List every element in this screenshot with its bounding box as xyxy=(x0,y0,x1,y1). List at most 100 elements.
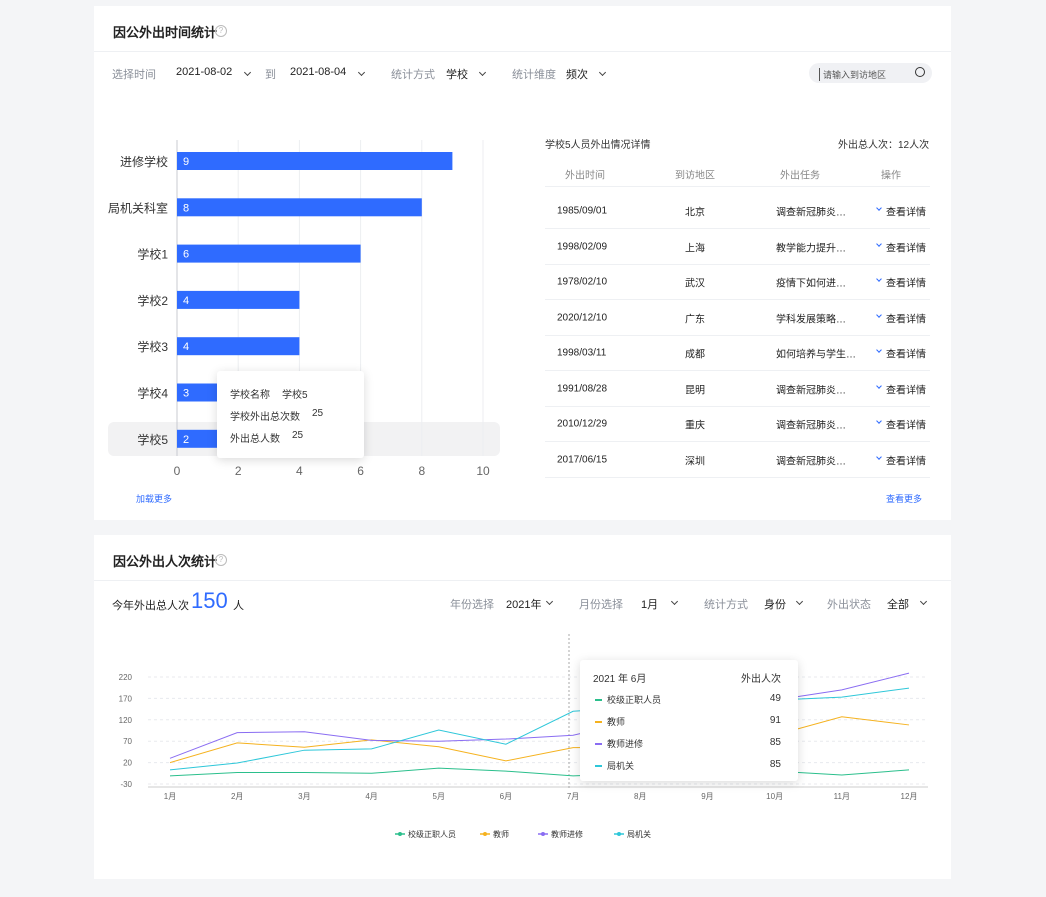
x-tick-label: 6 xyxy=(357,464,364,478)
action-link[interactable]: 查看详情 xyxy=(886,456,926,467)
y-tick-label: 170 xyxy=(119,694,133,703)
value-label: 8 xyxy=(183,202,189,214)
task-cell: 调查新冠肺炎… xyxy=(776,385,846,396)
y-tick-label: -30 xyxy=(120,780,132,789)
filter-value[interactable]: 2021年 xyxy=(506,599,542,611)
area-cell: 昆明 xyxy=(685,385,705,396)
total-value: 150 xyxy=(191,588,228,613)
filter-value[interactable]: 身份 xyxy=(764,599,786,611)
filter-value[interactable]: 频次 xyxy=(566,69,588,81)
y-tick-label: 120 xyxy=(119,716,133,725)
x-tick-label: 3月 xyxy=(298,792,310,801)
divider xyxy=(545,263,930,265)
y-tick-label: 局机关科室 xyxy=(108,200,168,215)
y-tick-label: 学校5 xyxy=(137,432,168,447)
tooltip-value: 学校5 xyxy=(282,390,308,401)
action-link[interactable]: 查看详情 xyxy=(886,207,926,219)
value-label: 4 xyxy=(183,341,189,353)
help-icon[interactable]: ? xyxy=(215,554,227,566)
line-tooltip: 2021 年 6月 外出人次 校级正职人员 49 教师 91 教师进修 85 局机关 85 xyxy=(580,660,798,781)
action-link[interactable]: 查看详情 xyxy=(886,420,926,432)
filter-value[interactable]: 1月 xyxy=(641,599,659,611)
y-tick-label: 20 xyxy=(123,759,132,768)
x-tick-label: 4 xyxy=(296,464,303,478)
tooltip-row: 学校外出总次数 25 xyxy=(230,408,323,423)
tooltip-value: 85 xyxy=(769,737,781,748)
area-cell: 成都 xyxy=(685,349,705,361)
tooltip-label: 教师 xyxy=(607,717,626,727)
filter-value[interactable]: 全部 xyxy=(887,599,909,611)
date-end[interactable]: 2021-08-04 xyxy=(290,66,347,78)
area-cell: 上海 xyxy=(685,243,705,254)
x-tick-label: 4月 xyxy=(365,792,377,801)
view-more[interactable]: 查看更多 xyxy=(886,494,923,504)
search-placeholder: 请输入到访地区 xyxy=(819,68,886,81)
x-tick-label: 2 xyxy=(235,464,242,478)
action-link[interactable]: 查看详情 xyxy=(886,278,926,290)
divider xyxy=(545,476,930,478)
task-cell: 调查新冠肺炎… xyxy=(776,207,846,219)
line-series xyxy=(169,716,910,764)
action-link[interactable]: 查看详情 xyxy=(886,385,926,396)
task-cell: 教学能力提升… xyxy=(776,243,846,254)
filter-label: 外出状态 xyxy=(827,599,871,611)
task-cell: 如何培养与学生… xyxy=(776,349,856,361)
y-tick-label: 学校2 xyxy=(137,293,168,308)
date-cell: 1998/03/11 xyxy=(557,347,607,359)
search-box[interactable]: 请输入到访地区 xyxy=(809,63,932,83)
column-header: 到访地区 xyxy=(675,170,715,182)
date-cell: 2017/06/15 xyxy=(557,454,608,465)
divider xyxy=(545,334,930,336)
table-total: 外出总人次：12人次 xyxy=(838,140,930,151)
table-title: 学校5人员外出情况详情 xyxy=(545,140,651,151)
legend-label: 教师进修 xyxy=(551,829,583,839)
divider xyxy=(545,441,930,442)
value-label: 9 xyxy=(183,156,189,168)
x-tick-label: 0 xyxy=(174,464,181,478)
load-more[interactable]: 加载更多 xyxy=(136,494,173,504)
value-label: 3 xyxy=(183,388,189,400)
date-start[interactable]: 2021-08-02 xyxy=(176,66,233,78)
total-label: 今年外出总人次 xyxy=(112,600,189,612)
action-link[interactable]: 查看详情 xyxy=(886,314,926,325)
line-series xyxy=(169,767,910,777)
separator: 到 xyxy=(265,69,276,81)
divider xyxy=(545,370,930,371)
date-cell: 2010/12/29 xyxy=(557,418,608,430)
date-cell: 1985/09/01 xyxy=(557,205,608,217)
x-tick-label: 6月 xyxy=(500,792,512,801)
tooltip-label: 学校名称 xyxy=(230,390,270,401)
tooltip-marker xyxy=(595,699,602,701)
x-tick-label: 10 xyxy=(476,464,490,478)
total-unit: 人 xyxy=(233,600,244,612)
legend-marker xyxy=(483,832,487,836)
legend-marker xyxy=(398,832,402,836)
search-icon xyxy=(915,67,925,77)
tooltip-value: 25 xyxy=(292,430,304,441)
help-icon[interactable]: ? xyxy=(215,25,227,37)
area-cell: 深圳 xyxy=(685,456,705,467)
tooltip-label: 外出总人数 xyxy=(230,434,280,445)
divider xyxy=(94,51,951,52)
task-cell: 学科发展策略… xyxy=(776,314,846,325)
area-cell: 武汉 xyxy=(685,278,705,290)
x-tick-label: 1月 xyxy=(164,792,176,801)
legend-label: 校级正职人员 xyxy=(408,829,456,839)
bar xyxy=(177,337,300,356)
tooltip-header: 外出人次 xyxy=(741,674,781,685)
tooltip-marker xyxy=(595,765,602,767)
action-link[interactable]: 查看详情 xyxy=(886,243,926,254)
divider xyxy=(545,228,930,229)
divider xyxy=(545,299,930,300)
filter-value[interactable]: 学校 xyxy=(446,69,468,81)
filter-label: 年份选择 xyxy=(450,599,494,611)
task-cell: 调查新冠肺炎… xyxy=(776,420,846,432)
action-link[interactable]: 查看详情 xyxy=(886,349,926,361)
filter-label: 统计方式 xyxy=(704,599,748,611)
filter-label: 统计维度 xyxy=(512,69,556,81)
x-tick-label: 2月 xyxy=(231,792,243,801)
tooltip-title: 2021 年 6月 xyxy=(593,674,647,685)
tooltip-value: 85 xyxy=(769,759,781,770)
